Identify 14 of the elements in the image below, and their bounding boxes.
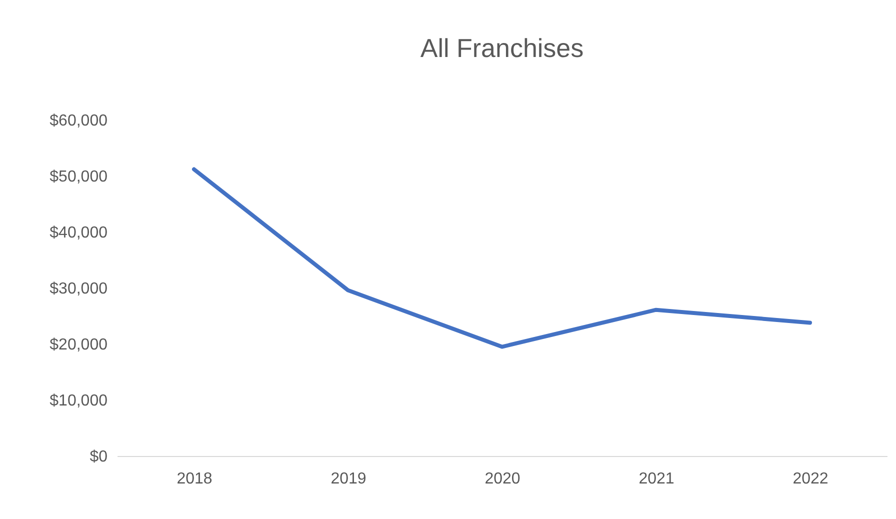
line-series [192,167,812,349]
x-tick-label: 2022 [792,470,828,488]
y-tick-label: $50,000 [50,168,108,186]
y-tick-label: $30,000 [50,280,108,298]
y-tick-label: $20,000 [50,336,108,354]
x-tick-label: 2018 [176,470,212,488]
y-tick-label: $40,000 [50,224,108,242]
y-tick-label: $10,000 [50,392,108,410]
y-tick-label: $0 [90,448,108,466]
x-tick-label: 2019 [330,470,366,488]
chart-title: All Franchises [420,33,584,63]
x-tick-label: 2021 [638,470,674,488]
x-tick-label: 2020 [484,470,520,488]
y-tick-label: $60,000 [50,112,108,130]
